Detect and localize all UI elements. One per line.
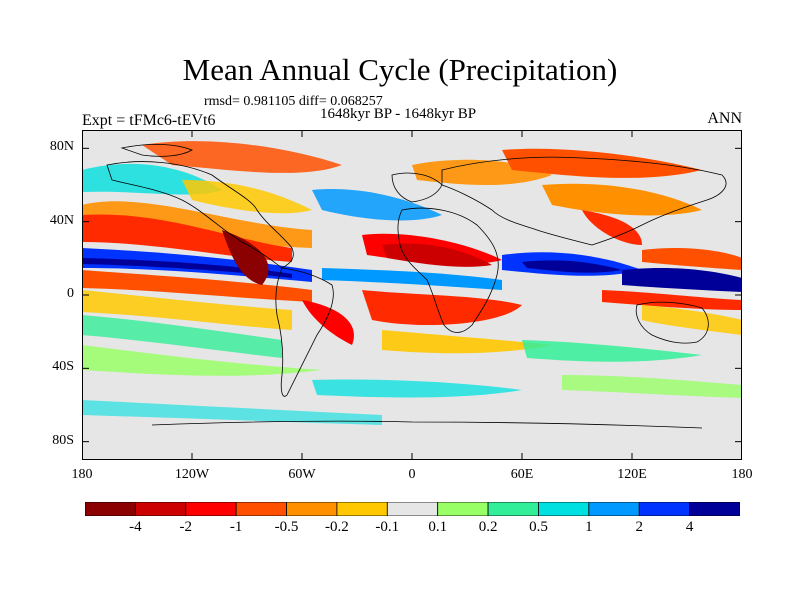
plot-title: Mean Annual Cycle (Precipitation): [182, 52, 618, 87]
colorbar-box: [588, 502, 640, 516]
lat-label: 0: [67, 286, 74, 301]
colorbar-box: [235, 502, 287, 516]
colorbar-box: [638, 502, 691, 516]
lon-label: 0: [408, 467, 416, 482]
colorbar-label: -0.2: [325, 519, 349, 535]
lat-label: 40N: [49, 212, 74, 228]
colorbar-label: 1: [585, 519, 593, 535]
colorbar-label: 2: [635, 519, 643, 535]
lon-label: 180: [731, 467, 753, 482]
lon-label: 60E: [510, 467, 534, 482]
lon-label: 180: [71, 467, 93, 482]
colorbar-box: [538, 502, 590, 516]
colorbar-box: [85, 502, 136, 516]
colorbar-label: -1: [229, 519, 243, 535]
colorbar-box: [185, 502, 237, 516]
colorbar-box: [286, 502, 338, 516]
colorbar-label: 0.5: [529, 519, 548, 535]
lon-label: 60W: [288, 467, 316, 482]
colorbar-box: [134, 502, 187, 516]
colorbar-box: [487, 502, 539, 516]
lat-label: 80N: [49, 139, 74, 155]
colorbar-label: -0.1: [375, 519, 400, 535]
precip-anomaly-field: [82, 141, 742, 425]
period-label: 1648kyr BP - 1648kyr BP: [320, 106, 477, 122]
season-label: ANN: [707, 110, 742, 127]
colorbar: [85, 502, 740, 516]
precipitation-map: [82, 130, 742, 460]
colorbar-box: [689, 502, 740, 516]
lon-label: 120W: [174, 467, 210, 482]
experiment-label: Expt = tFMc6-tEVt6: [82, 112, 216, 129]
colorbar-label: -2: [179, 519, 193, 535]
lon-label: 120E: [617, 467, 647, 482]
colorbar-label: 4: [685, 519, 694, 535]
colorbar-box: [336, 502, 388, 516]
colorbar-label: -4: [129, 519, 142, 535]
colorbar-label: 0.2: [478, 519, 498, 535]
colorbar-label: -0.5: [274, 519, 299, 535]
stats-line: rmsd= 0.981105 diff= 0.068257: [204, 94, 383, 109]
axis-ticks: [82, 130, 742, 460]
lat-label: 40S: [52, 359, 74, 375]
colorbar-box: [386, 502, 439, 516]
lat-label: 80S: [52, 432, 74, 448]
coastlines: [106, 143, 727, 429]
colorbar-label: 0.1: [428, 519, 448, 535]
colorbar-box: [437, 502, 489, 516]
